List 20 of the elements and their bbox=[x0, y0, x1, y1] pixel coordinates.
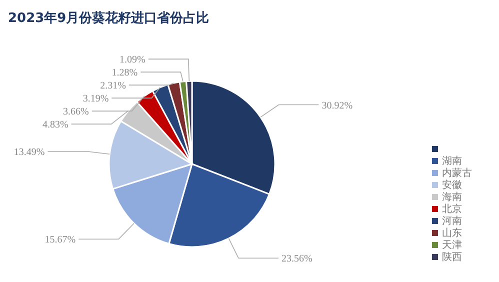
chart-title: 2023年9月份葵花籽进口省份占比 bbox=[8, 10, 210, 26]
legend-label: 河南 bbox=[442, 215, 462, 227]
legend-label: 湖南 bbox=[442, 155, 462, 167]
data-label: 1.09% bbox=[120, 54, 146, 66]
data-label: 15.67% bbox=[44, 234, 76, 246]
data-label: 3.19% bbox=[82, 94, 109, 105]
legend-label: 山东 bbox=[442, 227, 462, 239]
legend-label: 天津 bbox=[442, 239, 462, 251]
data-label: 2.31% bbox=[100, 80, 126, 92]
data-label: 3.66% bbox=[63, 106, 89, 118]
legend-label: 海南 bbox=[442, 191, 462, 203]
data-label: 13.49% bbox=[14, 147, 45, 158]
legend-label: 内蒙古 bbox=[442, 167, 472, 179]
legend-label: 安徽 bbox=[442, 179, 462, 191]
legend-label: 陕西 bbox=[442, 251, 462, 263]
data-label: 4.83% bbox=[42, 120, 68, 131]
data-label: 30.92% bbox=[322, 100, 353, 112]
data-label: 1.28% bbox=[112, 68, 138, 79]
legend-label: 北京 bbox=[442, 203, 462, 215]
data-label: 23.56% bbox=[281, 254, 312, 265]
